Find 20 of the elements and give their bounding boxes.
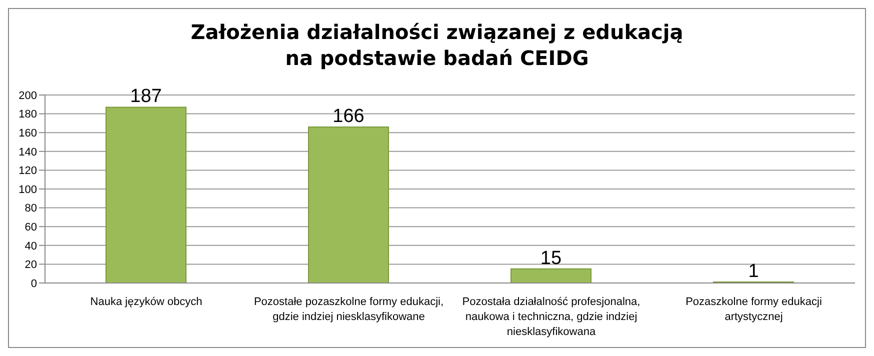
y-tick-label: 140 <box>18 146 37 158</box>
x-tick-label: Pozostała działalność profesjonalna, naukowa i techniczna, gdzie indziej niesklasyfikowana <box>462 296 640 338</box>
x-tick-label: Pozostałe pozaszkolne formy edukacji, gdzie indziej niesklasyfikowane <box>254 296 444 323</box>
y-tick-label: 60 <box>24 222 37 234</box>
y-tick-label: 40 <box>24 240 37 252</box>
y-tick-label: 100 <box>18 184 37 196</box>
y-tick-label: 120 <box>18 165 37 178</box>
data-label: 15 <box>540 248 562 269</box>
data-label: 1 <box>748 261 759 282</box>
y-tick-label: 0 <box>30 278 37 290</box>
data-label: 166 <box>332 106 364 127</box>
data-label: 187 <box>130 86 162 108</box>
y-tick-label: 160 <box>18 128 37 140</box>
x-tick-label: Pozaszkolne formy edukacji artystycznej <box>686 296 822 323</box>
x-tick-label: Nauka języków obcych <box>90 296 202 308</box>
y-tick-label: 20 <box>24 259 37 272</box>
chart-title: Założenia działalności związanej z edukacją na podstawie badań CEIDG <box>190 19 684 71</box>
y-tick-label: 180 <box>18 108 37 121</box>
y-tick-label: 200 <box>18 90 37 102</box>
y-tick-label: 80 <box>24 202 37 215</box>
